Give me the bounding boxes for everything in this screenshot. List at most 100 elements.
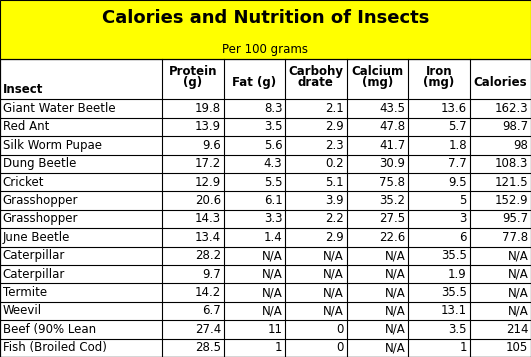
Text: 3.3: 3.3	[264, 212, 282, 226]
Text: 77.8: 77.8	[502, 231, 528, 244]
Text: (mg): (mg)	[362, 76, 393, 89]
Bar	[0, 59, 531, 357]
Text: Fat (g): Fat (g)	[233, 76, 277, 89]
Text: Beef (90% Lean: Beef (90% Lean	[3, 323, 96, 336]
Text: Grasshopper: Grasshopper	[3, 194, 78, 207]
Text: Insect: Insect	[3, 83, 43, 96]
Text: Giant Water Beetle: Giant Water Beetle	[3, 102, 115, 115]
Text: 11: 11	[268, 323, 282, 336]
Text: Dung Beetle: Dung Beetle	[3, 157, 76, 170]
Text: N/A: N/A	[384, 268, 405, 281]
Text: Calories and Nutrition of Insects: Calories and Nutrition of Insects	[102, 10, 429, 27]
Text: Calcium: Calcium	[352, 65, 404, 78]
Text: 3: 3	[459, 212, 467, 226]
Text: 9.7: 9.7	[202, 268, 221, 281]
Text: 4.3: 4.3	[264, 157, 282, 170]
Text: Per 100 grams: Per 100 grams	[222, 42, 309, 56]
Text: 0: 0	[337, 323, 344, 336]
Text: 13.1: 13.1	[441, 305, 467, 317]
Text: 1.8: 1.8	[448, 139, 467, 152]
Text: 1: 1	[459, 341, 467, 354]
Text: N/A: N/A	[384, 323, 405, 336]
Text: N/A: N/A	[262, 305, 282, 317]
Text: Caterpillar: Caterpillar	[3, 268, 65, 281]
Text: June Beetle: June Beetle	[3, 231, 70, 244]
Text: 8.3: 8.3	[264, 102, 282, 115]
Text: 7.7: 7.7	[448, 157, 467, 170]
Text: N/A: N/A	[323, 268, 344, 281]
Text: Cricket: Cricket	[3, 176, 44, 189]
Text: 3.9: 3.9	[326, 194, 344, 207]
Text: (g): (g)	[183, 76, 202, 89]
Text: 5.5: 5.5	[264, 176, 282, 189]
Text: 1: 1	[275, 341, 282, 354]
Text: 19.8: 19.8	[195, 102, 221, 115]
Text: 5.7: 5.7	[448, 121, 467, 134]
Text: 2.9: 2.9	[325, 121, 344, 134]
Text: 5: 5	[459, 194, 467, 207]
Text: 98.7: 98.7	[502, 121, 528, 134]
Text: N/A: N/A	[384, 286, 405, 299]
Text: (mg): (mg)	[423, 76, 455, 89]
Text: 13.4: 13.4	[195, 231, 221, 244]
Text: Silk Worm Pupae: Silk Worm Pupae	[3, 139, 101, 152]
Text: Grasshopper: Grasshopper	[3, 212, 78, 226]
Text: 95.7: 95.7	[502, 212, 528, 226]
Text: 108.3: 108.3	[495, 157, 528, 170]
Text: 35.5: 35.5	[441, 249, 467, 262]
Text: 6: 6	[459, 231, 467, 244]
Text: N/A: N/A	[262, 268, 282, 281]
Text: N/A: N/A	[384, 305, 405, 317]
Text: 28.5: 28.5	[195, 341, 221, 354]
Text: N/A: N/A	[384, 341, 405, 354]
Text: 28.2: 28.2	[195, 249, 221, 262]
Text: Weevil: Weevil	[3, 305, 42, 317]
Text: 13.6: 13.6	[441, 102, 467, 115]
Text: 17.2: 17.2	[195, 157, 221, 170]
Text: Iron: Iron	[425, 65, 452, 78]
Text: 14.3: 14.3	[195, 212, 221, 226]
Text: 5.1: 5.1	[326, 176, 344, 189]
Text: 0.2: 0.2	[326, 157, 344, 170]
Text: Calories: Calories	[474, 76, 527, 89]
Bar	[0, 0, 531, 59]
Text: 9.6: 9.6	[202, 139, 221, 152]
Text: N/A: N/A	[262, 249, 282, 262]
Text: Termite: Termite	[3, 286, 47, 299]
Text: 27.5: 27.5	[379, 212, 405, 226]
Text: 47.8: 47.8	[379, 121, 405, 134]
Text: N/A: N/A	[323, 249, 344, 262]
Text: 12.9: 12.9	[195, 176, 221, 189]
Text: 6.7: 6.7	[202, 305, 221, 317]
Text: 121.5: 121.5	[495, 176, 528, 189]
Text: 98: 98	[513, 139, 528, 152]
Text: N/A: N/A	[508, 268, 528, 281]
Text: 13.9: 13.9	[195, 121, 221, 134]
Text: 35.2: 35.2	[380, 194, 405, 207]
Text: Protein: Protein	[169, 65, 217, 78]
Text: N/A: N/A	[508, 249, 528, 262]
Text: 162.3: 162.3	[495, 102, 528, 115]
Text: 2.9: 2.9	[325, 231, 344, 244]
Text: Caterpillar: Caterpillar	[3, 249, 65, 262]
Text: N/A: N/A	[323, 286, 344, 299]
Text: N/A: N/A	[384, 249, 405, 262]
Text: 41.7: 41.7	[379, 139, 405, 152]
Text: drate: drate	[298, 76, 334, 89]
Text: N/A: N/A	[262, 286, 282, 299]
Text: 6.1: 6.1	[264, 194, 282, 207]
Text: 2.1: 2.1	[325, 102, 344, 115]
Text: 30.9: 30.9	[380, 157, 405, 170]
Text: N/A: N/A	[323, 305, 344, 317]
Text: 35.5: 35.5	[441, 286, 467, 299]
Text: 214: 214	[506, 323, 528, 336]
Text: 75.8: 75.8	[380, 176, 405, 189]
Text: 14.2: 14.2	[195, 286, 221, 299]
Text: 105: 105	[506, 341, 528, 354]
Text: N/A: N/A	[508, 286, 528, 299]
Text: N/A: N/A	[508, 305, 528, 317]
Text: 0: 0	[337, 341, 344, 354]
Text: 9.5: 9.5	[448, 176, 467, 189]
Text: 1.4: 1.4	[264, 231, 282, 244]
Text: Carbohy: Carbohy	[288, 65, 344, 78]
